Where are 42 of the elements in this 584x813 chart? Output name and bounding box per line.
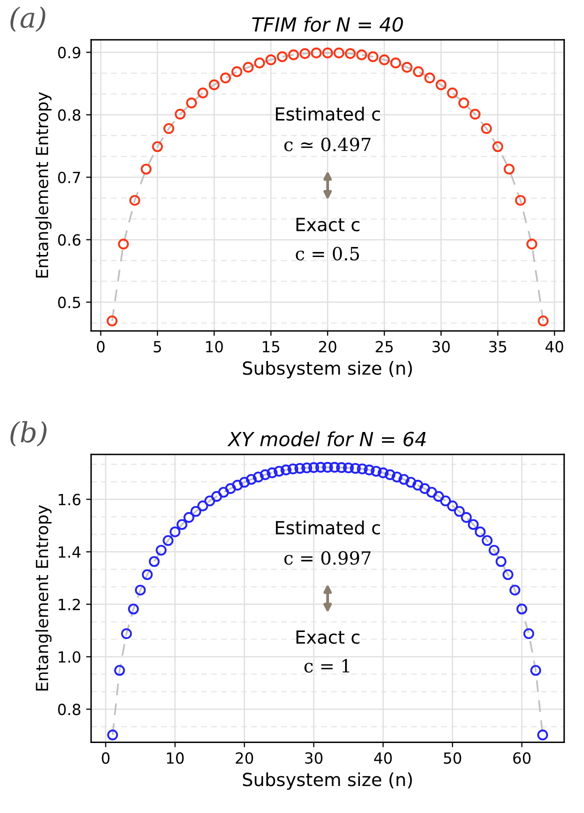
x-tick-label: 30 <box>305 752 322 764</box>
x-axis-title: Subsystem size (n) <box>242 772 412 790</box>
x-tick-label: 10 <box>206 340 223 352</box>
x-tick-label: 15 <box>262 341 280 352</box>
chart-title: XY model for N = 64 <box>227 431 426 446</box>
x-tick-label: 0 <box>96 340 105 352</box>
annotation: c = 1 <box>304 659 350 673</box>
x-tick-label: 20 <box>319 340 336 352</box>
x-tick-label: 30 <box>432 340 450 352</box>
chart-title: TFIM for N = 40 <box>252 16 403 32</box>
annotation: c ≃ 0.497 <box>284 138 371 152</box>
y-axis-title: Entanglement Entropy <box>35 505 52 690</box>
text: (b) <box>10 421 46 447</box>
y-tick-label: 1.4 <box>58 546 81 558</box>
x-tick-label: 20 <box>236 752 254 764</box>
y-axis-title: Entanglement Entropy <box>35 92 52 278</box>
annotation: Exact c <box>296 218 360 232</box>
y-tick-label: 0.7 <box>58 172 80 184</box>
x-tick-label: 5 <box>154 341 161 352</box>
annotation: c = 0.5 <box>296 246 359 260</box>
text: (a) <box>10 6 46 32</box>
x-tick-label: 0 <box>102 752 110 764</box>
y-tick-label: 1.6 <box>58 494 80 506</box>
y-tick-label: 0.9 <box>58 46 80 58</box>
x-axis-title: Subsystem size (n) <box>242 360 412 378</box>
annotation: Exact c <box>296 630 360 644</box>
y-tick-label: 0.5 <box>58 296 80 308</box>
x-tick-label: 10 <box>166 752 184 764</box>
annotation: Estimated c <box>276 106 380 121</box>
annotation: Estimated c <box>276 520 380 535</box>
y-tick-label: 0.6 <box>58 234 80 246</box>
x-tick-label: 40 <box>374 752 392 764</box>
x-tick-label: 60 <box>513 752 531 764</box>
y-tick-label: 1.2 <box>58 598 80 610</box>
x-tick-label: 40 <box>546 340 564 352</box>
x-tick-label: 50 <box>444 752 462 764</box>
y-tick-label: 1.0 <box>58 651 80 663</box>
x-tick-label: 35 <box>489 340 506 352</box>
annotation: c = 0.997 <box>284 551 371 565</box>
y-tick-label: 0.8 <box>58 109 80 121</box>
y-tick-label: 0.8 <box>58 704 80 716</box>
x-tick-label: 25 <box>376 340 393 352</box>
